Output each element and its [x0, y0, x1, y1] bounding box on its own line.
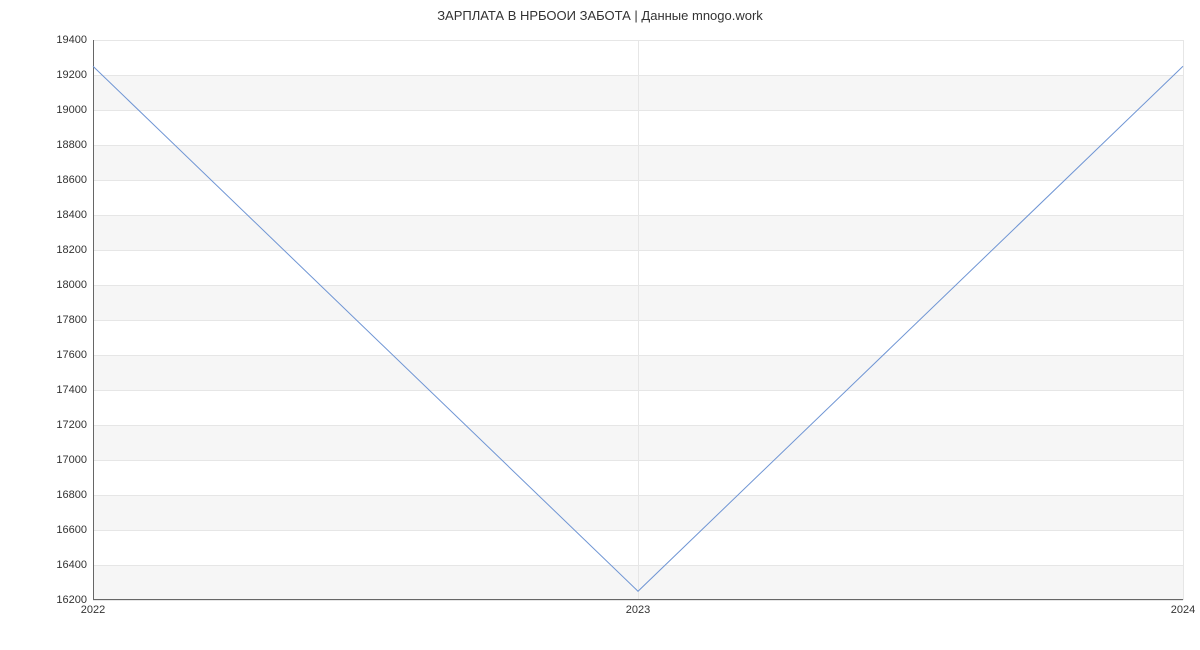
chart-title: ЗАРПЛАТА В НРБООИ ЗАБОТА | Данные mnogo.… [0, 8, 1200, 23]
y-tick-label: 18400 [37, 209, 87, 221]
y-tick-label: 16800 [37, 489, 87, 501]
series-line [93, 66, 1183, 591]
grid-line [93, 600, 1183, 601]
grid-line-vertical [1183, 40, 1184, 600]
y-tick-label: 18600 [37, 174, 87, 186]
x-tick-label: 2022 [81, 604, 105, 616]
y-tick-label: 16200 [37, 594, 87, 606]
y-tick-label: 19400 [37, 34, 87, 46]
y-tick-label: 17600 [37, 349, 87, 361]
y-tick-label: 18200 [37, 244, 87, 256]
x-tick-label: 2024 [1171, 604, 1195, 616]
y-tick-label: 16600 [37, 524, 87, 536]
y-tick-label: 17800 [37, 314, 87, 326]
y-tick-label: 17400 [37, 384, 87, 396]
y-tick-label: 17000 [37, 454, 87, 466]
y-tick-label: 16400 [37, 559, 87, 571]
y-tick-label: 19000 [37, 104, 87, 116]
line-layer [93, 40, 1183, 600]
y-tick-label: 18800 [37, 139, 87, 151]
y-tick-label: 19200 [37, 69, 87, 81]
y-tick-label: 17200 [37, 419, 87, 431]
x-tick-label: 2023 [626, 604, 650, 616]
plot-area [93, 40, 1183, 600]
y-tick-label: 18000 [37, 279, 87, 291]
